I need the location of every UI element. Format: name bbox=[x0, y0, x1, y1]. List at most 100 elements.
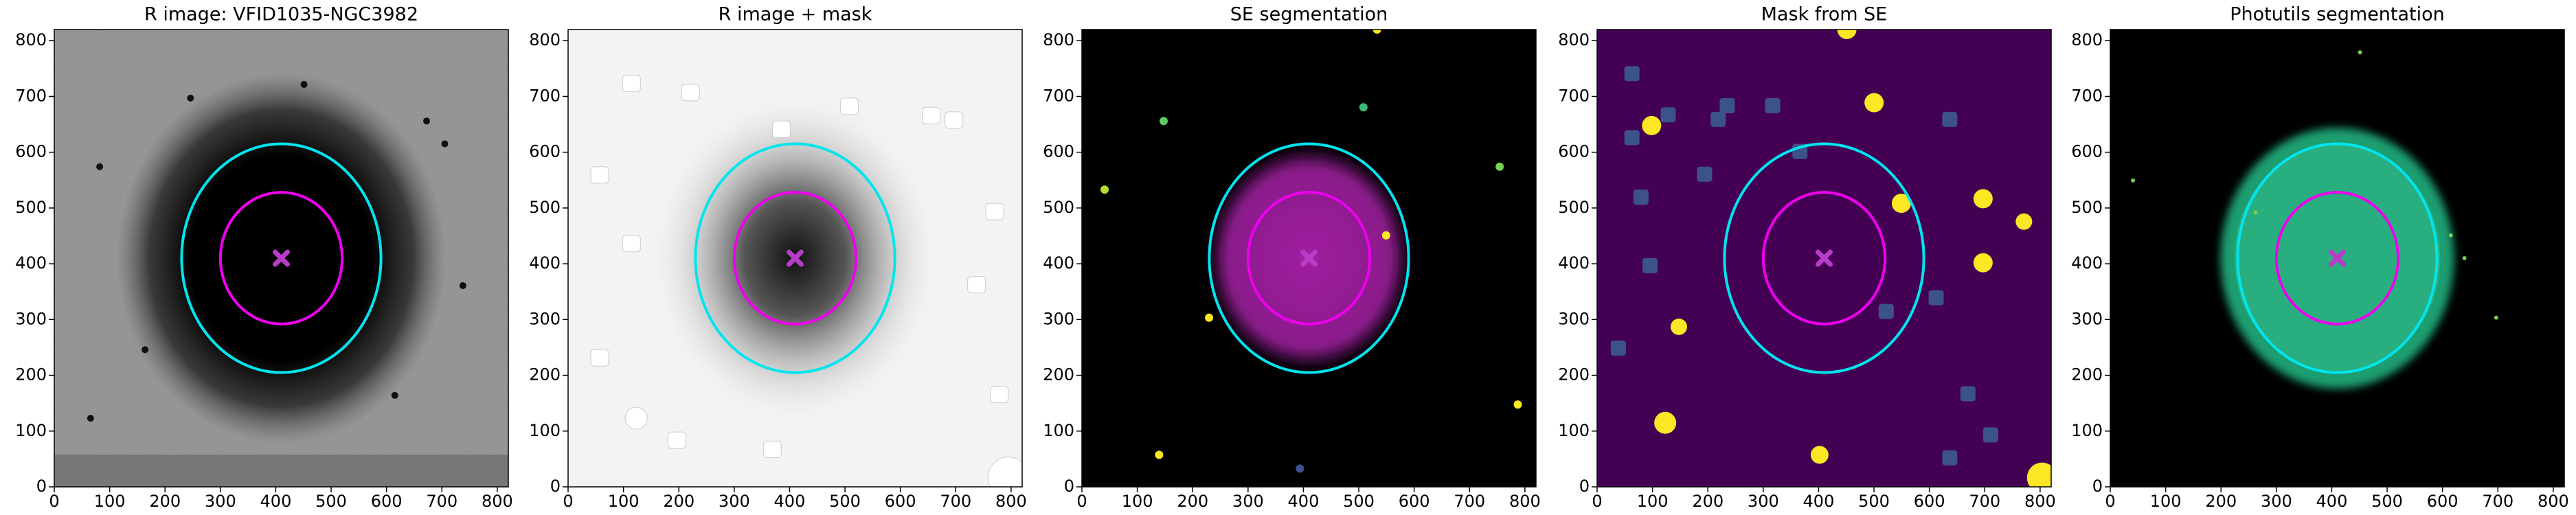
image-feature bbox=[441, 140, 449, 148]
axes-frame bbox=[567, 29, 1023, 488]
x-tick-label: 500 bbox=[1343, 492, 1375, 511]
x-tick-label: 500 bbox=[829, 492, 861, 511]
image-feature bbox=[590, 349, 609, 367]
aperture-ellipse bbox=[180, 142, 383, 374]
y-tick-label: 200 bbox=[2071, 365, 2103, 385]
x-tick-label: 300 bbox=[2261, 492, 2292, 511]
axes-frame bbox=[1081, 29, 1537, 488]
y-tick-label: 400 bbox=[1558, 253, 1590, 273]
image-feature bbox=[2253, 210, 2258, 215]
x-tick-label: 0 bbox=[1592, 492, 1602, 511]
x-tick-label: 700 bbox=[2482, 492, 2513, 511]
image-feature bbox=[1100, 185, 1109, 194]
x-tick-label: 400 bbox=[774, 492, 806, 511]
image-feature bbox=[985, 203, 1004, 220]
x-tick-label: 100 bbox=[1637, 492, 1669, 511]
image-feature bbox=[1973, 189, 1993, 209]
image-feature bbox=[1837, 30, 1857, 39]
x-tick-label: 200 bbox=[2205, 492, 2237, 511]
image-feature bbox=[1155, 450, 1164, 459]
aperture-ellipse bbox=[1246, 191, 1372, 325]
x-tick-label: 300 bbox=[1748, 492, 1779, 511]
x-tick-label: 800 bbox=[1509, 492, 1541, 511]
x-tick-label: 500 bbox=[1858, 492, 1890, 511]
image-feature bbox=[771, 120, 791, 138]
image-feature bbox=[1205, 313, 1214, 322]
image-feature bbox=[1159, 117, 1168, 126]
panel bbox=[1597, 30, 2051, 487]
panel bbox=[568, 30, 1022, 487]
x-tick-label: 400 bbox=[2316, 492, 2348, 511]
y-tick-label: 200 bbox=[529, 365, 561, 385]
image-feature bbox=[1891, 194, 1911, 214]
aperture-ellipse bbox=[1208, 142, 1410, 374]
panel-title: Mask from SE bbox=[1761, 4, 1888, 25]
y-tick-label: 800 bbox=[1558, 30, 1590, 49]
image-feature bbox=[840, 98, 859, 115]
y-tick-label: 0 bbox=[2092, 477, 2103, 496]
x-tick-label: 600 bbox=[2427, 492, 2459, 511]
y-tick-label: 600 bbox=[15, 142, 47, 161]
y-tick-label: 200 bbox=[15, 365, 47, 385]
x-tick-label: 500 bbox=[2371, 492, 2403, 511]
image-feature bbox=[2026, 462, 2051, 487]
y-tick-label: 500 bbox=[529, 198, 561, 217]
y-tick-label: 600 bbox=[529, 142, 561, 161]
image-feature bbox=[1654, 411, 1677, 434]
image-feature bbox=[1642, 258, 1658, 273]
y-tick-label: 700 bbox=[1043, 86, 1074, 105]
image-feature bbox=[96, 163, 104, 170]
image-feature bbox=[624, 407, 648, 430]
panel-title: R image + mask bbox=[719, 4, 872, 25]
image-feature bbox=[2462, 256, 2467, 260]
image-feature bbox=[1710, 111, 1726, 127]
y-tick-label: 300 bbox=[529, 309, 561, 328]
image-feature bbox=[2448, 233, 2453, 238]
y-tick-label: 500 bbox=[1043, 198, 1074, 217]
y-tick-label: 300 bbox=[1043, 309, 1074, 328]
y-tick-label: 300 bbox=[2071, 309, 2103, 328]
image-feature bbox=[300, 80, 308, 88]
x-tick-label: 100 bbox=[94, 492, 126, 511]
y-tick-label: 0 bbox=[1579, 477, 1590, 496]
image-feature bbox=[1642, 115, 1662, 135]
x-tick-label: 0 bbox=[1076, 492, 1087, 511]
y-tick-label: 700 bbox=[15, 86, 47, 105]
y-tick-label: 800 bbox=[2071, 30, 2103, 49]
panel bbox=[54, 30, 508, 487]
y-tick-label: 600 bbox=[1558, 142, 1590, 161]
y-tick-label: 200 bbox=[1043, 365, 1074, 385]
image-feature bbox=[1381, 231, 1390, 240]
image-feature bbox=[391, 391, 398, 399]
aperture-ellipse bbox=[1761, 191, 1887, 325]
x-tick-label: 0 bbox=[2105, 492, 2115, 511]
x-tick-label: 800 bbox=[482, 492, 513, 511]
image-feature bbox=[987, 457, 1022, 487]
image-feature bbox=[1810, 446, 1829, 464]
panel-title: R image: VFID1035-NGC3982 bbox=[144, 4, 418, 25]
y-tick-label: 500 bbox=[2071, 198, 2103, 217]
y-tick-label: 700 bbox=[2071, 86, 2103, 105]
image-feature bbox=[1610, 340, 1626, 356]
image-feature bbox=[87, 415, 94, 422]
x-tick-label: 100 bbox=[1122, 492, 1153, 511]
image-feature bbox=[945, 111, 964, 129]
y-tick-label: 800 bbox=[15, 30, 47, 49]
image-feature bbox=[967, 276, 986, 294]
center-marker bbox=[273, 249, 290, 267]
image-feature bbox=[1697, 166, 1713, 182]
x-tick-label: 400 bbox=[1803, 492, 1835, 511]
aperture-ellipse bbox=[694, 142, 896, 374]
center-marker bbox=[2329, 249, 2346, 267]
image-feature bbox=[667, 431, 686, 449]
x-tick-label: 600 bbox=[885, 492, 916, 511]
image-feature bbox=[1960, 386, 1976, 402]
center-marker bbox=[787, 249, 804, 267]
image-feature bbox=[990, 385, 1009, 403]
y-tick-label: 500 bbox=[15, 198, 47, 217]
image-feature bbox=[1942, 450, 1958, 466]
y-tick-label: 300 bbox=[15, 309, 47, 328]
image-feature bbox=[762, 440, 782, 458]
x-tick-label: 100 bbox=[2150, 492, 2182, 511]
y-tick-label: 0 bbox=[550, 477, 561, 496]
